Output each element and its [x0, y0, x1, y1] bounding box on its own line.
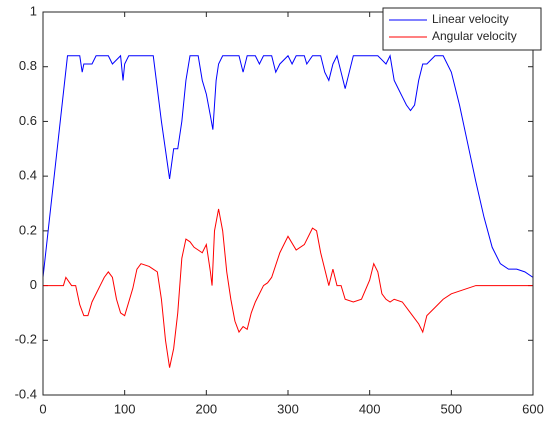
x-tick-label: 400 [359, 401, 381, 416]
x-tick-label: 0 [39, 401, 46, 416]
legend-label: Linear velocity [432, 12, 509, 26]
legend: Linear velocity Angular velocity [382, 7, 542, 51]
plot-frame [42, 11, 534, 396]
y-tick-label: 1 [30, 3, 37, 18]
legend-box [382, 7, 542, 51]
x-tick-label: 500 [440, 401, 462, 416]
y-tick-label: 0.6 [19, 113, 37, 128]
y-tick-label: 0 [30, 277, 37, 292]
y-tick-label: 0.2 [19, 222, 37, 237]
y-tick-label: 0.4 [19, 168, 37, 183]
series-line [42, 54, 534, 278]
x-tick-label: 600 [522, 401, 544, 416]
legend-label: Angular velocity [432, 29, 517, 43]
y-tick-label: 0.8 [19, 58, 37, 73]
x-tick-label: 200 [195, 401, 217, 416]
y-tick-label: -0.4 [15, 386, 37, 401]
series-line [43, 208, 533, 368]
y-tick-label: -0.2 [15, 332, 37, 347]
x-tick-label: 100 [114, 401, 136, 416]
x-tick-label: 300 [277, 401, 299, 416]
